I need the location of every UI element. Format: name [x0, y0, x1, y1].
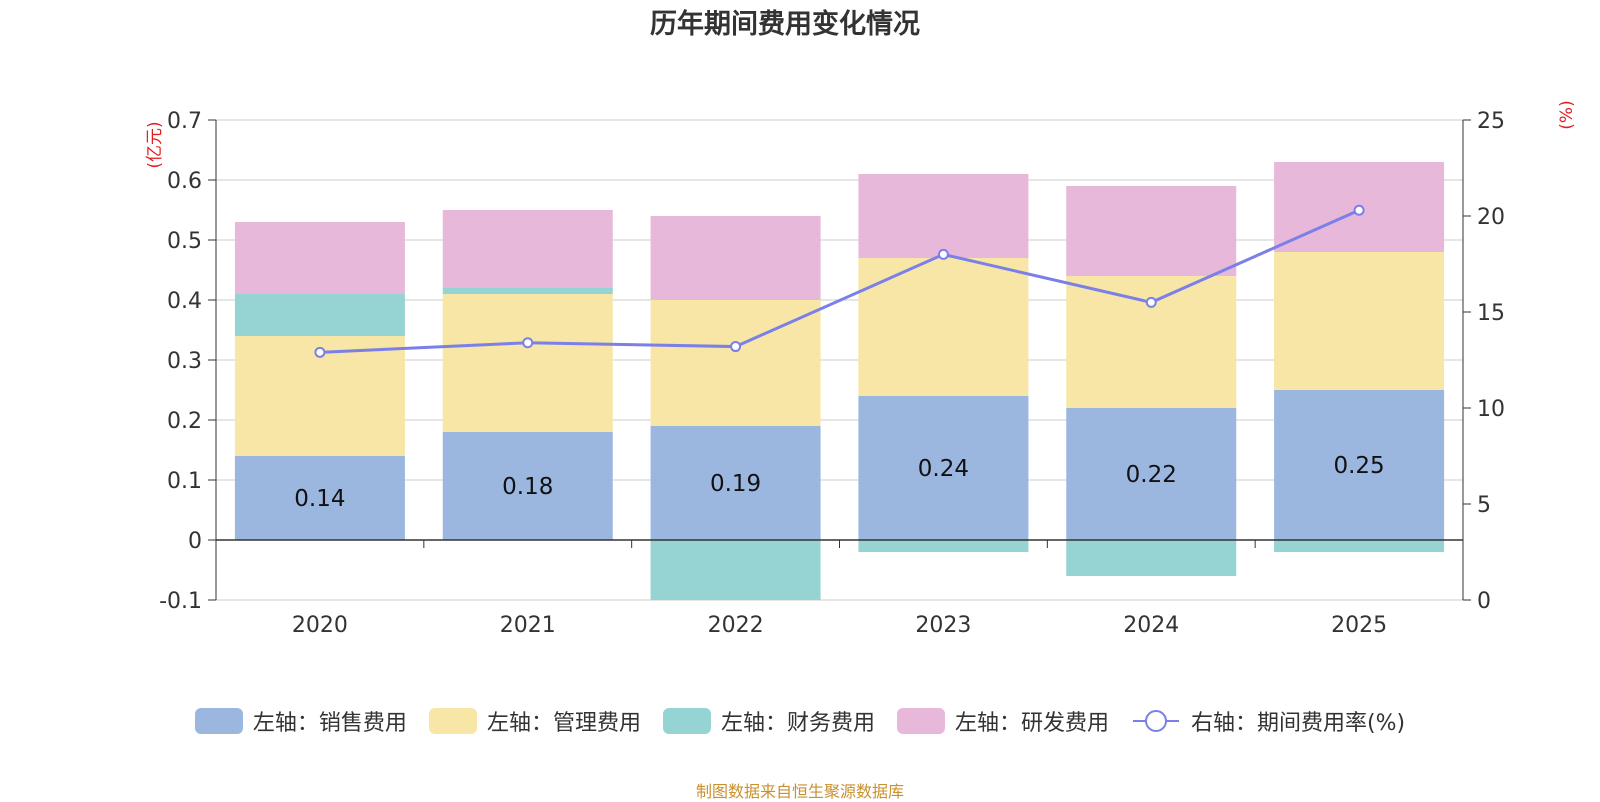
left-axis-tick-label: 0 — [188, 529, 202, 554]
legend-label-admin: 左轴：管理费用 — [486, 711, 641, 736]
bar-s2-2023 — [858, 540, 1029, 552]
bar-s2-2022 — [650, 540, 821, 600]
line-point-2023 — [937, 248, 949, 260]
x-axis-tick-label: 2021 — [500, 613, 556, 638]
source-note: 制图数据来自恒生聚源数据库 — [695, 782, 904, 801]
legend-label-sales: 左轴：销售费用 — [252, 711, 407, 736]
bar-s2-2020 — [234, 294, 405, 336]
bar-s2-2024 — [1066, 540, 1237, 576]
legend-label-expense-ratio: 右轴：期间费用率(%) — [1190, 711, 1406, 736]
data-label-sales-2025: 0.25 — [1333, 453, 1384, 479]
left-axis-tick-label: -0.1 — [159, 589, 202, 614]
right-axis-unit: (%) — [1557, 100, 1577, 129]
legend-item-rd[interactable]: 左轴：研发费用 — [896, 705, 1109, 737]
left-axis-tick-label: 0.6 — [167, 169, 202, 194]
data-label-sales-2023: 0.24 — [918, 456, 969, 482]
bar-s0-2025 — [1274, 390, 1445, 540]
bar-s0-2023 — [858, 396, 1029, 540]
bar-s0-2022 — [650, 426, 821, 540]
right-axis-tick-label: 5 — [1477, 493, 1491, 518]
legend-swatch-sales — [194, 708, 243, 734]
data-label-sales-2022: 0.19 — [710, 471, 761, 497]
x-axis-tick-label: 2022 — [708, 613, 764, 638]
line-point-2020 — [314, 346, 326, 358]
bar-s2-2021 — [442, 288, 613, 294]
line-point-2021 — [522, 337, 534, 349]
chart-title: 历年期间费用变化情况 — [650, 8, 920, 40]
bar-s1-2025 — [1274, 252, 1445, 390]
legend-item-finance[interactable]: 左轴：财务费用 — [662, 705, 875, 737]
right-axis-tick-label: 15 — [1477, 301, 1505, 326]
legend-label-finance: 左轴：财务费用 — [720, 711, 875, 736]
legend-swatch-admin — [428, 708, 477, 734]
left-axis-tick-label: 0.3 — [167, 349, 202, 374]
legend-item-admin[interactable]: 左轴：管理费用 — [428, 705, 641, 737]
bar-s3-2024 — [1066, 186, 1237, 276]
bar-s0-2020 — [234, 456, 405, 540]
bar-s3-2023 — [858, 174, 1029, 258]
bar-s1-2023 — [858, 258, 1029, 396]
x-axis-tick-label: 2020 — [292, 613, 348, 638]
data-label-sales-2021: 0.18 — [502, 474, 553, 500]
right-axis-tick-label: 10 — [1477, 397, 1505, 422]
left-axis-tick-label: 0.4 — [167, 289, 202, 314]
line-expense-ratio — [319, 208, 1360, 354]
left-axis-tick-label: 0.5 — [167, 229, 202, 254]
line-point-2022 — [730, 341, 742, 353]
left-axis-tick-label: 0.1 — [167, 469, 202, 494]
left-axis-tick-label: 0.2 — [167, 409, 202, 434]
right-axis-tick-label: 0 — [1477, 589, 1491, 614]
legend: 左轴：销售费用 左轴：管理费用 左轴：财务费用 左轴：研发费用 右轴：期间费用率… — [0, 705, 1600, 737]
x-axis-tick-label: 2025 — [1331, 613, 1387, 638]
legend-item-expense-ratio[interactable]: 右轴：期间费用率(%) — [1131, 705, 1405, 737]
bar-s1-2021 — [442, 294, 613, 432]
data-label-sales-2024: 0.22 — [1126, 462, 1177, 488]
legend-item-sales[interactable]: 左轴：销售费用 — [194, 705, 407, 737]
left-axis-tick-label: 0.7 — [167, 109, 202, 134]
bar-s0-2021 — [442, 432, 613, 540]
bar-s1-2024 — [1066, 276, 1237, 408]
left-axis-unit: (亿元) — [145, 121, 165, 168]
bar-s3-2021 — [442, 210, 613, 288]
bar-s2-2025 — [1274, 540, 1445, 552]
x-axis-tick-label: 2023 — [915, 613, 971, 638]
line-point-2024 — [1145, 296, 1157, 308]
right-axis-tick-label: 20 — [1477, 205, 1505, 230]
legend-swatch-finance — [662, 708, 711, 734]
legend-label-rd: 左轴：研发费用 — [954, 711, 1109, 736]
bar-s3-2022 — [650, 216, 821, 300]
right-axis-tick-label: 25 — [1477, 109, 1505, 134]
line-point-2025 — [1353, 204, 1365, 216]
bar-s0-2024 — [1066, 408, 1237, 540]
x-axis-tick-label: 2024 — [1123, 613, 1179, 638]
legend-line-icon — [1132, 710, 1179, 732]
data-label-sales-2020: 0.14 — [294, 486, 345, 512]
bar-s3-2020 — [234, 222, 405, 294]
legend-swatch-rd — [896, 708, 945, 734]
